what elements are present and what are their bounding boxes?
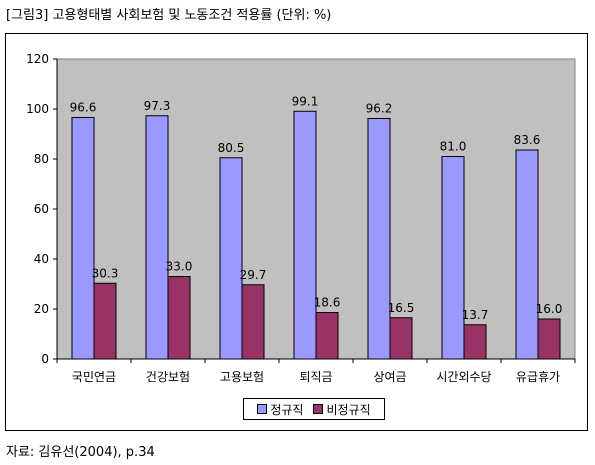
data-label-nonregular: 29.7 [240, 268, 267, 282]
y-tick-label: 100 [26, 102, 49, 116]
bar-nonregular [315, 312, 339, 360]
bar-nonregular [167, 276, 191, 360]
category-label: 상여금 [373, 370, 406, 384]
legend-label-nonregular: 비정규직 [326, 402, 371, 417]
chart-legend: 정규직 비정규직 [243, 398, 385, 420]
legend-swatch-regular [257, 404, 268, 414]
data-label-regular: 97.3 [144, 99, 171, 113]
data-label-nonregular: 30.3 [92, 266, 119, 280]
y-tick-label: 40 [34, 252, 49, 266]
figure-title: [그림3] 고용형태별 사회보험 및 노동조건 적용률 (단위: %) [6, 8, 332, 23]
y-tick-label: 0 [41, 352, 49, 366]
legend-label-regular: 정규직 [270, 402, 304, 417]
y-tick-label: 80 [34, 152, 49, 166]
data-label-nonregular: 33.0 [166, 260, 193, 274]
y-tick-label: 120 [26, 52, 49, 66]
legend-item-nonregular: 비정규직 [313, 401, 371, 418]
y-tick-label: 60 [34, 202, 49, 216]
data-label-nonregular: 13.7 [462, 308, 489, 322]
legend-item-regular: 정규직 [257, 401, 303, 418]
y-tick-label: 20 [34, 302, 49, 316]
category-label: 국민연금 [72, 370, 116, 384]
bar-nonregular [537, 318, 561, 360]
bar-regular [145, 115, 169, 360]
bar-nonregular [241, 284, 265, 360]
bar-regular [367, 118, 391, 360]
source-note: 자료: 김유선(2004), p.34 [6, 445, 155, 460]
category-label: 시간외수당 [436, 370, 491, 384]
bar-regular [441, 156, 465, 360]
data-label-nonregular: 16.0 [536, 302, 563, 316]
bar-nonregular [463, 324, 487, 360]
category-label: 유급휴가 [516, 370, 560, 384]
data-label-regular: 99.1 [292, 94, 319, 108]
bar-regular [219, 157, 243, 360]
legend-swatch-nonregular [313, 404, 324, 414]
category-label: 건강보험 [146, 370, 190, 384]
bar-regular [71, 117, 95, 360]
data-label-nonregular: 18.6 [314, 296, 341, 310]
data-label-regular: 81.0 [440, 140, 467, 154]
bar-regular [515, 149, 539, 360]
category-label: 고용보험 [220, 370, 264, 384]
data-label-regular: 96.2 [366, 102, 393, 116]
bar-regular [293, 110, 317, 360]
data-label-regular: 96.6 [70, 101, 97, 115]
data-label-regular: 83.6 [514, 133, 541, 147]
category-label: 퇴직금 [299, 370, 332, 384]
bar-nonregular [389, 317, 413, 360]
bar-nonregular [93, 282, 117, 360]
data-label-regular: 80.5 [218, 141, 245, 155]
data-label-nonregular: 16.5 [388, 301, 415, 315]
